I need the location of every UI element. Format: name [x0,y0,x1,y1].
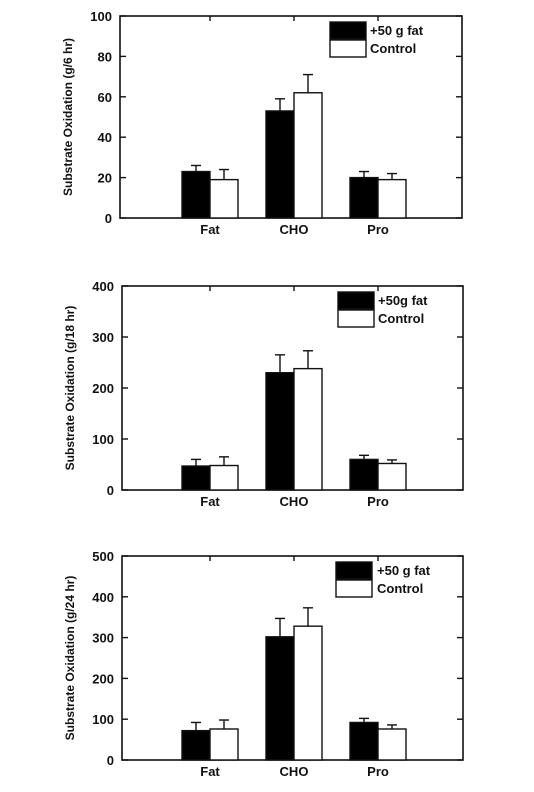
y-axis-label: Substrate Oxidation (g/6 hr) [61,38,75,196]
legend-label: +50 g fat [377,563,431,578]
chart-panel-6hr: 0 20 40 60 80 100 Substrate Oxidation (g/6 hr)… [0,0,534,250]
legend-swatch [329,39,367,58]
legend-label: +50 g fat [370,23,424,38]
bar-fat-series-0 [181,465,211,491]
y-tick-label: 20 [98,171,112,186]
bar-fat-series-1 [209,178,239,219]
plot-area: 0 100 200 300 400 500 Substrate Oxidation (g/2… [63,549,464,779]
legend-label: +50g fat [378,293,428,308]
bar-cho-series-0 [265,636,295,761]
y-tick-label: 40 [98,130,112,145]
bar-cho-series-1 [293,92,323,219]
bar-pro-series-1 [377,178,407,219]
legend: +50 g fat Control [335,561,431,598]
y-tick-label: 200 [92,381,114,396]
legend-swatch [337,309,375,328]
bar-cho-series-0 [265,371,295,491]
bar-pro-series-1 [377,728,407,761]
bar-fat-series-0 [181,170,211,219]
bar-fat-series-0 [181,729,211,761]
y-tick-label: 80 [98,49,112,64]
x-category-label: CHO [280,494,309,509]
y-tick-label: 200 [92,671,114,686]
x-category-label: Fat [200,494,220,509]
y-tick-label: 400 [92,590,114,605]
legend-swatch [337,291,375,310]
y-tick-label: 300 [92,631,114,646]
y-tick-label: 400 [92,279,114,294]
y-tick-label: 0 [105,211,112,226]
legend-label: Control [370,41,416,56]
y-tick-label: 100 [92,432,114,447]
y-tick-label: 100 [92,712,114,727]
x-category-label: Pro [367,494,389,509]
x-category-label: Pro [367,222,389,237]
chart-18hr: 0 100 200 300 400 Substrate Oxidation (g/18 h… [63,279,464,509]
y-axis-label: Substrate Oxidation (g/24 hr) [63,576,77,741]
plot-area: 0 100 200 300 400 Substrate Oxidation (g/18 h… [63,279,464,509]
y-tick-label: 60 [98,90,112,105]
legend-label: Control [377,581,423,596]
legend-swatch [335,561,373,580]
chart-panel-18hr: 0 100 200 300 400 Substrate Oxidation (g/18 h… [0,270,534,520]
y-axis-label: Substrate Oxidation (g/18 hr) [63,306,77,471]
bar-fat-series-1 [209,464,239,491]
y-tick-label: 500 [92,549,114,564]
y-tick-label: 300 [92,330,114,345]
x-category-label: Fat [200,764,220,779]
chart-panel-24hr: 0 100 200 300 400 500 Substrate Oxidation (g/2… [0,540,534,792]
y-tick-label: 0 [107,753,114,768]
legend-swatch [335,579,373,598]
legend: +50g fat Control [337,291,428,328]
chart-6hr: 0 20 40 60 80 100 Substrate Oxidation (g/6 hr)… [61,9,463,237]
bar-pro-series-0 [349,721,379,761]
bar-pro-series-0 [349,458,379,491]
bar-fat-series-1 [209,728,239,761]
legend-swatch [329,21,367,40]
bar-pro-series-1 [377,462,407,491]
x-category-label: Pro [367,764,389,779]
bar-cho-series-1 [293,367,323,491]
legend-label: Control [378,311,424,326]
y-tick-label: 100 [90,9,112,24]
bar-cho-series-0 [265,110,295,219]
chart-24hr: 0 100 200 300 400 500 Substrate Oxidation (g/2… [63,549,464,779]
bar-pro-series-0 [349,176,379,219]
x-category-label: CHO [280,222,309,237]
plot-area: 0 20 40 60 80 100 Substrate Oxidation (g/6 hr)… [61,9,463,237]
bar-cho-series-1 [293,625,323,761]
x-category-label: Fat [200,222,220,237]
legend: +50 g fat Control [329,21,424,58]
x-category-label: CHO [280,764,309,779]
y-tick-label: 0 [107,483,114,498]
